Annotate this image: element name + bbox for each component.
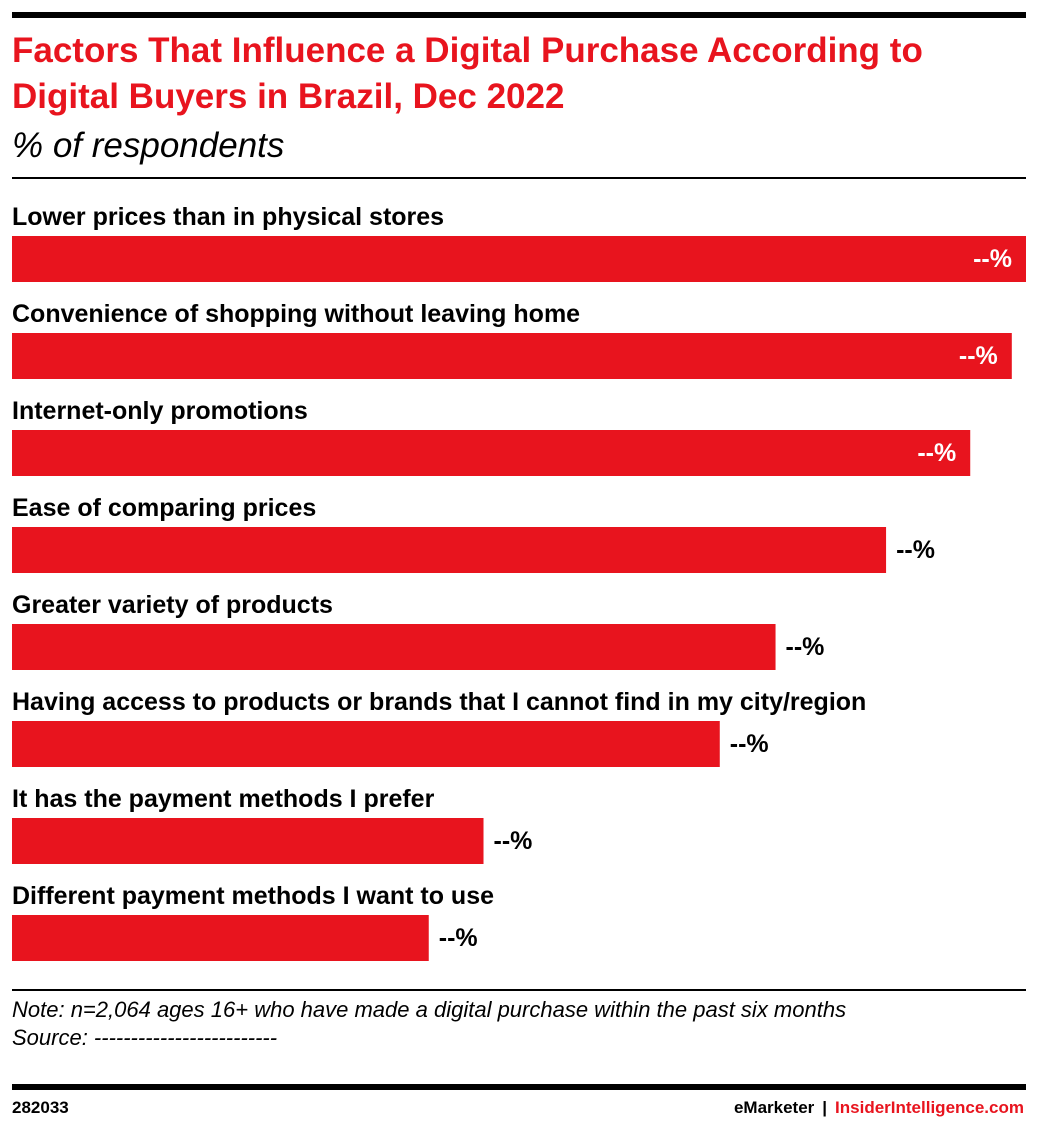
category-label: Lower prices than in physical stores xyxy=(12,203,444,231)
note-text: Note: n=2,064 ages 16+ who have made a d… xyxy=(12,997,847,1022)
category-label: Greater variety of products xyxy=(12,591,333,619)
bar-chart: Lower prices than in physical stores --% C… xyxy=(12,203,1026,961)
data-label: --% xyxy=(917,439,956,467)
bar xyxy=(12,818,484,864)
footer-rule xyxy=(12,1084,1026,1090)
data-label: --% xyxy=(973,245,1012,273)
bar xyxy=(12,721,720,767)
data-label: --% xyxy=(959,342,998,370)
brand-site-link[interactable]: InsiderIntelligence.com xyxy=(835,1098,1024,1117)
category-label: Ease of comparing prices xyxy=(12,494,316,522)
data-label: --% xyxy=(786,633,825,661)
bar xyxy=(12,915,429,961)
category-label: Different payment methods I want to use xyxy=(12,882,494,910)
brand-separator: | xyxy=(822,1098,828,1117)
title-divider xyxy=(12,177,1026,179)
bar xyxy=(12,333,1012,379)
brand-name: eMarketer xyxy=(733,1098,815,1117)
data-label: --% xyxy=(896,536,935,564)
chart-note: Note: n=2,064 ages 16+ who have made a d… xyxy=(12,996,846,1052)
top-rule xyxy=(12,12,1026,18)
footer-brand: eMarketer | InsiderIntelligence.com xyxy=(734,1098,1024,1118)
category-label: It has the payment methods I prefer xyxy=(12,785,435,813)
source-text: Source: ------------------------- xyxy=(12,1025,278,1050)
data-label: --% xyxy=(730,730,769,758)
bar xyxy=(12,527,887,573)
data-label: --% xyxy=(439,924,478,952)
chart-id: 282033 xyxy=(12,1098,69,1117)
category-label: Internet-only promotions xyxy=(12,397,308,425)
bar xyxy=(12,236,1026,282)
chart-subtitle: % of respondents xyxy=(12,126,285,165)
data-label: --% xyxy=(494,827,533,855)
category-label: Having access to products or brands that… xyxy=(12,688,866,716)
note-divider xyxy=(12,989,1026,991)
bar xyxy=(12,430,971,476)
chart-title: Factors That Influence a Digital Purchas… xyxy=(12,31,923,116)
category-label: Convenience of shopping without leaving … xyxy=(12,300,580,328)
bar xyxy=(12,624,776,670)
